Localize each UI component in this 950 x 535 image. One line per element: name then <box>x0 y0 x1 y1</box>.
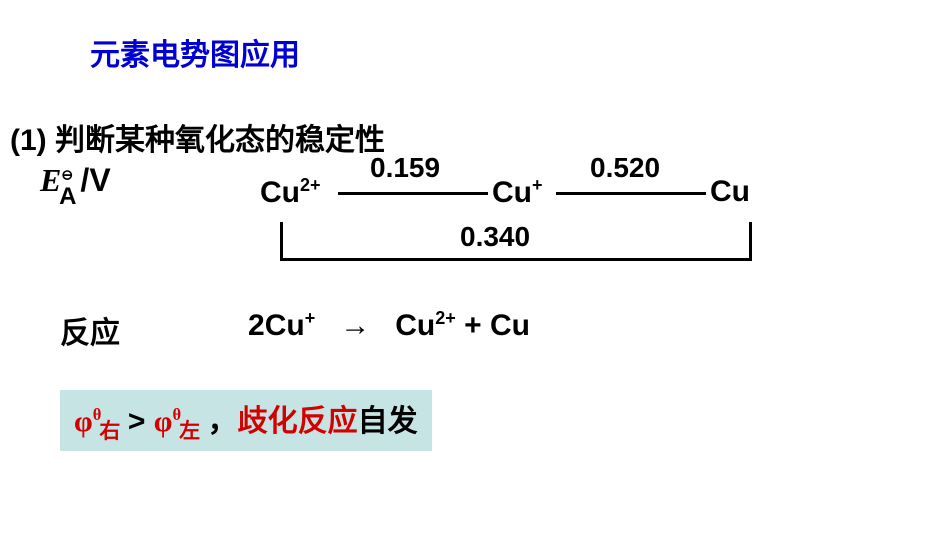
species-sup-1: + <box>532 175 543 195</box>
axis-unit: /V <box>80 162 110 198</box>
gt-sign: > <box>128 405 154 438</box>
potential-1: 0.520 <box>590 152 660 184</box>
phi-sub-right: 右 <box>99 419 120 443</box>
reaction-rhs1-sup: 2+ <box>435 308 456 328</box>
reaction-rhs1: Cu <box>395 309 435 342</box>
axis-subscript: A <box>59 183 76 210</box>
species-sup-0: 2+ <box>300 175 321 195</box>
phi-right: φθ右 <box>74 405 128 438</box>
phi-sub-left: 左 <box>179 419 200 443</box>
reaction-lhs-coef: 2 <box>248 309 265 342</box>
conclusion-box: φθ右 > φθ左 ，歧化反应自发 <box>60 390 432 451</box>
conclusion-comma: ， <box>208 405 238 438</box>
conclusion-tail: 自发 <box>358 405 418 438</box>
phi-symbol-1: φ <box>74 405 93 438</box>
conclusion-highlight: 歧化反应 <box>238 405 358 438</box>
hline-1 <box>556 192 706 195</box>
species-base-1: Cu <box>492 176 532 209</box>
hline-2 <box>280 258 752 261</box>
phi-left: φθ左 <box>154 405 208 438</box>
reaction-equation: 2Cu+ → Cu2+ + Cu <box>248 308 530 343</box>
vline-0 <box>280 222 283 260</box>
species-base-2: Cu <box>710 175 750 208</box>
species-0: Cu2+ <box>260 175 321 210</box>
reaction-lhs: Cu <box>265 309 305 342</box>
vline-1 <box>749 222 752 260</box>
species-2: Cu <box>710 175 750 209</box>
slide-title: 元素电势图应用 <box>90 30 300 74</box>
reaction-rhs2: Cu <box>490 309 530 342</box>
reaction-lhs-sup: + <box>305 308 316 328</box>
reaction-arrow: → <box>340 309 370 342</box>
axis-label: E⊖A/V <box>40 162 111 205</box>
species-1: Cu+ <box>492 175 543 210</box>
reaction-label: 反应 <box>60 308 120 352</box>
reaction-plus: + <box>456 309 490 342</box>
section-heading: (1) 判断某种氧化态的稳定性 <box>10 115 385 159</box>
potential-0: 0.159 <box>370 152 440 184</box>
species-base-0: Cu <box>260 176 300 209</box>
hline-0 <box>338 192 488 195</box>
axis-superscript: ⊖ <box>61 166 73 182</box>
phi-symbol-2: φ <box>154 405 173 438</box>
potential-2: 0.340 <box>460 221 530 253</box>
